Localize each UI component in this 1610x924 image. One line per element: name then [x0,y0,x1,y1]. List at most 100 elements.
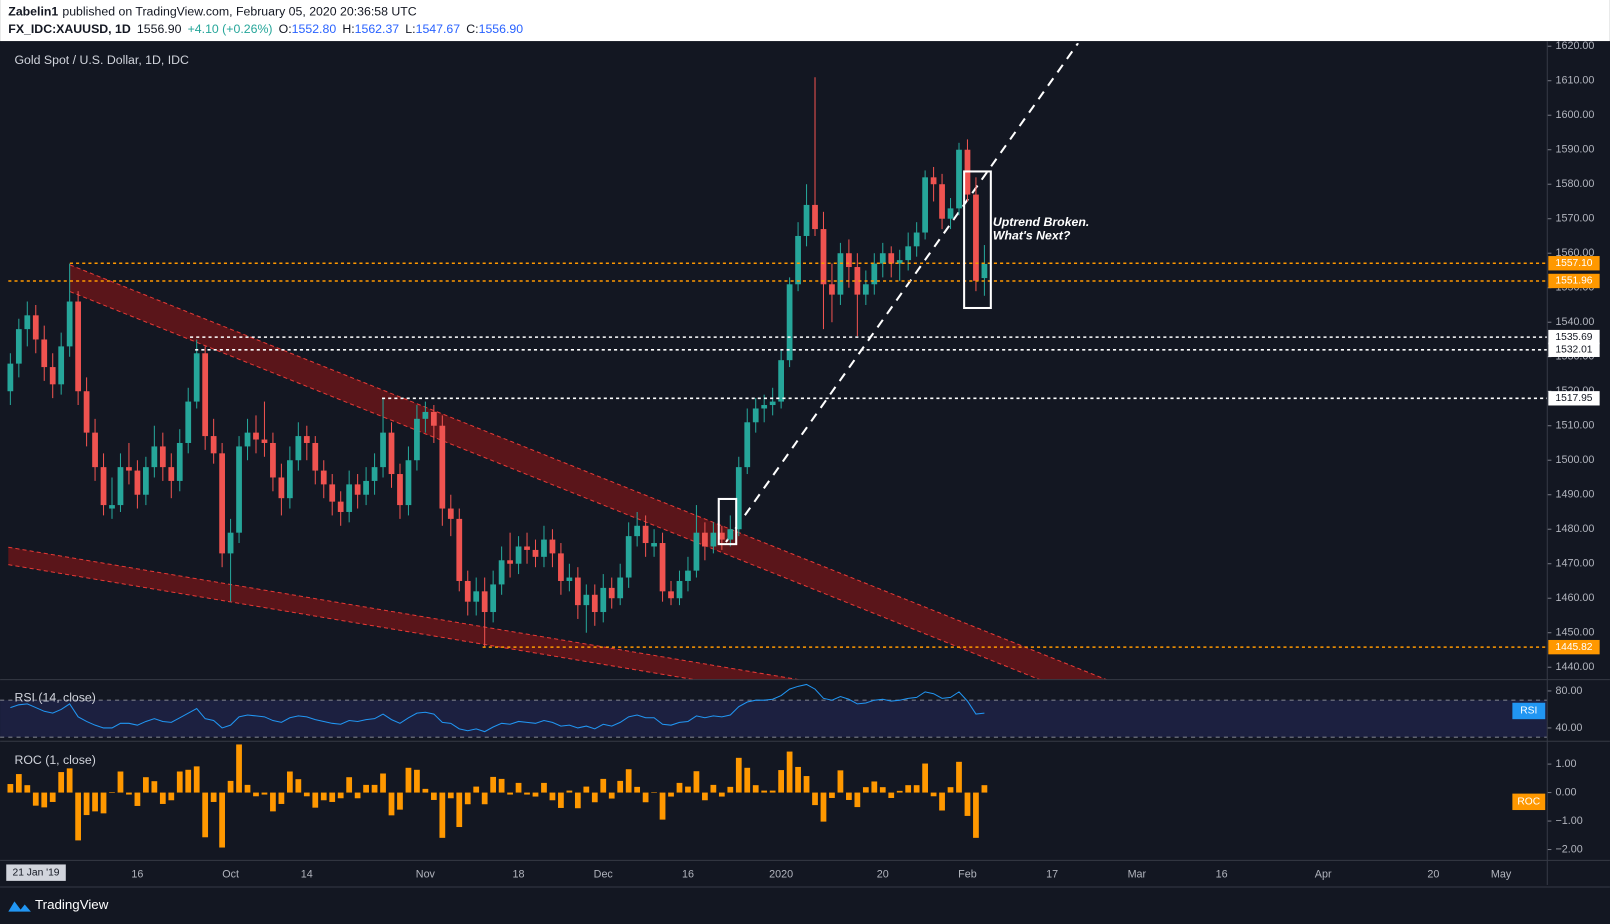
candle-body [227,532,234,554]
level-tag: 1535.69 [1555,332,1592,343]
drawings [8,43,1108,680]
candle-body [939,184,945,219]
last-price: 1556.90 [137,22,182,36]
candle-body [829,284,835,295]
roc-bar [320,792,327,801]
ohlc-label: H: [342,22,354,36]
candle-body [515,546,522,564]
roc-bar [846,792,852,800]
candle-body [176,442,183,481]
candle-body [761,405,768,409]
candle-body [371,467,378,481]
roc-bar [397,792,403,810]
brand[interactable]: TradingView [35,897,109,912]
roc-bar [329,792,336,802]
candle-body [405,460,412,506]
roc-bar [752,785,759,793]
candle-body [600,587,607,613]
roc-bar [261,792,268,795]
x-tick-label: 14 [301,869,313,881]
candle-body [549,539,556,554]
roc-bar [795,766,801,793]
candle-body [685,570,691,581]
candle-body [862,284,869,295]
roc-bar [227,780,234,793]
pane-title: ROC (1, close) [14,753,95,767]
level-tag-box [1548,329,1600,345]
candle-body [879,253,886,264]
candle-body [41,339,48,368]
candle-body [625,536,632,578]
candle-body [668,591,674,599]
candle-body [617,577,624,599]
ohlc-value: 1552.80 [292,22,337,36]
y-tick-label: 1500.00 [1555,454,1594,466]
candle-body [303,436,310,443]
x-tick-label: 16 [682,869,694,881]
candle-body [32,315,39,340]
roc-bar [718,792,725,797]
roc-bar [490,776,497,793]
roc-bar [83,792,90,816]
roc-bar [625,769,632,793]
roc-bar [312,792,319,808]
candle-body [92,432,98,468]
roc-bar [549,792,556,801]
candle-body [219,453,225,554]
x-tick-label: Mar [1128,869,1147,881]
y-tick-label: 1450.00 [1555,627,1594,639]
channel-edge [8,564,698,680]
candle-body [295,436,302,461]
candle-body [922,177,928,233]
x-tick-label: 17 [1046,869,1058,881]
candle-body [388,432,395,475]
level-tag: 1532.01 [1555,344,1592,355]
candle-body [846,253,852,268]
roc-bar [75,792,81,841]
roc-bar [685,786,691,793]
roc-bar [346,777,353,793]
roc-bar [414,769,420,793]
y-tick-label: 1510.00 [1555,420,1594,432]
candle-body [464,580,471,602]
candle-body [710,532,717,547]
roc-bar [219,792,225,848]
candle-body [837,253,844,295]
level-tag-box [1548,391,1600,406]
candle-body [727,529,734,540]
roc-bar [303,792,310,797]
y-tick-label: 1540.00 [1555,316,1594,328]
roc-bar [473,786,480,793]
candle-body [973,194,979,281]
roc-bar [66,768,73,793]
roc-bar [524,792,530,795]
candle-body [702,532,708,547]
roc-bar [634,786,641,793]
candle-body [397,474,403,506]
roc-bar [829,792,835,798]
candle-body [210,436,217,454]
roc-bar [380,773,386,793]
y-tick-label: 1440.00 [1555,661,1594,673]
roc-bar [354,792,361,799]
candle-body [786,284,793,361]
roc-bar [439,792,446,838]
roc-bar [126,792,132,795]
author[interactable]: Zabelin1 [8,5,58,19]
roc-bar [769,790,776,793]
pane-title: RSI (14, close) [14,690,95,704]
roc-bar [253,792,259,797]
candle-body [151,446,158,468]
roc-bar [981,785,988,793]
candle-body [143,467,149,495]
x-tick-label: 2020 [769,869,793,881]
candle-body [185,401,192,443]
candle-body [583,594,590,606]
candle-body [930,177,937,185]
header-line: Zabelin1 published on TradingView.com, Fe… [8,5,416,19]
header-bar [0,0,1610,42]
candle-body [981,263,988,279]
symbol-line: FX_IDC:XAUUSD, 1D 1556.90 +4.10 (+0.26%) O:… [8,22,523,36]
candle-body [769,401,776,406]
candle-body [439,425,446,509]
